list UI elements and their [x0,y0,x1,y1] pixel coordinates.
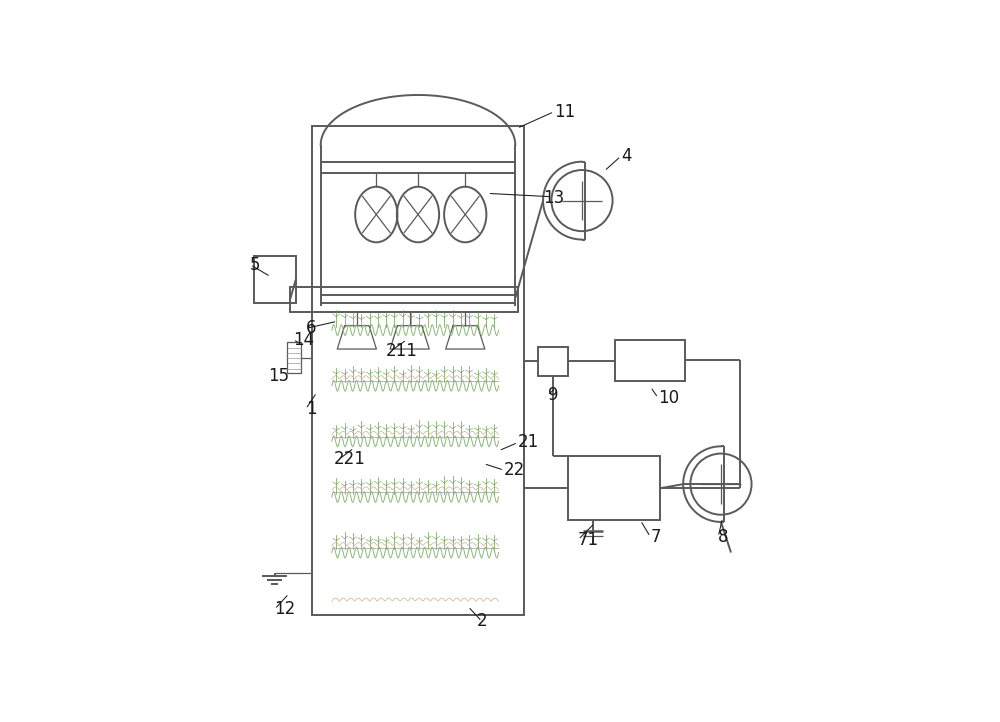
Text: 1: 1 [306,400,316,418]
Text: 7: 7 [650,528,661,546]
Text: 5: 5 [250,256,261,274]
Bar [312,126,524,615]
Text: 12: 12 [275,600,296,618]
Text: 6: 6 [306,319,316,337]
Text: 11: 11 [554,103,575,121]
Text: 9: 9 [548,386,558,404]
Bar [568,456,660,521]
Text: 4: 4 [621,147,631,165]
Text: 22: 22 [504,461,525,479]
Text: 221: 221 [333,450,365,468]
Bar [287,342,301,373]
Text: 2: 2 [477,612,487,630]
Bar [615,339,685,381]
Bar [290,287,518,312]
Text: 71: 71 [578,531,599,549]
Text: 13: 13 [543,189,564,206]
Bar [538,347,568,375]
Text: 14: 14 [293,331,314,349]
Text: 15: 15 [268,367,289,385]
Text: 211: 211 [386,342,418,360]
Text: 21: 21 [518,433,539,451]
Bar [254,256,296,303]
Text: 10: 10 [658,389,679,407]
Text: 8: 8 [718,528,729,546]
